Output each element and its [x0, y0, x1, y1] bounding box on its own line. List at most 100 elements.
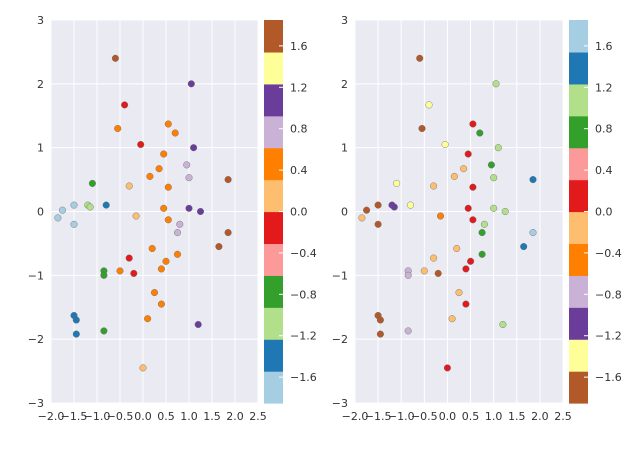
- scatter-point: [150, 289, 158, 297]
- scatter-point: [494, 144, 502, 152]
- scatter-point: [476, 129, 484, 137]
- colorbar-tick-label: 0.8: [595, 123, 613, 136]
- colorbar-tick-label: −0.8: [290, 288, 317, 301]
- scatter-point: [86, 203, 94, 211]
- scatter-point: [114, 124, 122, 132]
- scatter-point: [390, 203, 398, 211]
- scatter-point: [478, 229, 486, 237]
- right-scatter-points: [358, 54, 537, 372]
- scatter-point: [499, 321, 507, 329]
- x-tick-label: 0.0: [439, 410, 457, 423]
- colorbar-segment: [264, 20, 283, 53]
- scatter-point: [54, 214, 62, 222]
- colorbar-segment: [569, 179, 588, 213]
- y-tick-label: 2: [341, 78, 348, 91]
- scatter-point: [194, 321, 202, 329]
- scatter-point: [121, 101, 129, 109]
- scatter-point: [185, 174, 193, 182]
- x-tick-label: −2.0: [342, 410, 369, 423]
- x-tick-label: −1.5: [61, 410, 88, 423]
- right-x-tick-labels: −2.0−1.5−1.0−0.5 0.0 0.5 1.0 1.5 2.0 2.5: [342, 410, 572, 423]
- x-tick-label: 1.5: [203, 410, 221, 423]
- scatter-point: [480, 220, 488, 228]
- scatter-point: [393, 179, 401, 187]
- x-tick-label: 2.0: [226, 410, 244, 423]
- scatter-point: [160, 204, 168, 212]
- colorbar-tick-label: −1.2: [595, 330, 622, 343]
- colorbar-segment: [569, 371, 588, 404]
- scatter-point: [464, 204, 472, 212]
- x-tick-label: −2.0: [38, 410, 65, 423]
- scatter-point: [430, 254, 438, 262]
- scatter-point: [137, 140, 145, 148]
- colorbar-segment: [569, 20, 588, 53]
- scatter-point: [160, 150, 168, 158]
- scatter-point: [462, 300, 470, 308]
- scatter-point: [183, 161, 191, 169]
- scatter-point: [437, 212, 445, 220]
- scatter-point: [157, 265, 165, 273]
- colorbar-tick-label: −1.6: [290, 371, 317, 384]
- scatter-point: [453, 244, 461, 252]
- colorbar-tick-label: 0.0: [595, 206, 613, 219]
- scatter-point: [448, 315, 456, 323]
- colorbar-segment: [569, 115, 588, 149]
- scatter-point: [102, 201, 110, 209]
- colorbar-segment: [264, 83, 283, 117]
- scatter-point: [70, 201, 78, 209]
- x-tick-label: 2.5: [249, 410, 267, 423]
- right-y-tick-labels: −3 −2 −1 0 1 2 3: [332, 14, 348, 410]
- left-y-tick-labels: −3 −2 −1 0 1 2 3: [28, 14, 44, 410]
- x-tick-label: 0.0: [134, 410, 152, 423]
- colorbar-tick-label: 0.4: [290, 164, 308, 177]
- x-tick-label: −1.5: [365, 410, 392, 423]
- scatter-point: [363, 206, 371, 214]
- colorbar-segment: [569, 339, 588, 372]
- colorbar-segment: [264, 147, 283, 181]
- colorbar-tick-label: −1.2: [290, 330, 317, 343]
- colorbar-tick-label: 1.6: [595, 40, 613, 53]
- scatter-point: [157, 300, 165, 308]
- scatter-point: [404, 271, 412, 279]
- colorbar-tick-label: −0.8: [595, 288, 622, 301]
- y-tick-label: 3: [341, 14, 348, 27]
- y-tick-label: −2: [28, 333, 44, 346]
- scatter-point: [59, 206, 67, 214]
- y-tick-label: 0: [341, 206, 348, 219]
- y-tick-label: 0: [37, 206, 44, 219]
- scatter-point: [492, 80, 500, 88]
- colorbar-segment: [569, 307, 588, 340]
- scatter-point: [72, 316, 80, 324]
- scatter-point: [434, 269, 442, 277]
- colorbar-segment: [569, 147, 588, 181]
- colorbar-segment: [264, 51, 283, 85]
- x-tick-label: −1.0: [388, 410, 415, 423]
- colorbar-tick-label: −0.4: [595, 247, 622, 260]
- scatter-point: [100, 327, 108, 335]
- x-tick-label: −1.0: [84, 410, 111, 423]
- colorbar-tick-label: −1.6: [595, 371, 622, 384]
- right-scatter-panel: −2.0−1.5−1.0−0.5 0.0 0.5 1.0 1.5 2.0 2.5 −3−2−…: [332, 14, 572, 423]
- y-tick-label: −1: [28, 269, 44, 282]
- scatter-point: [146, 172, 154, 180]
- y-tick-label: −3: [332, 397, 348, 410]
- x-tick-label: 0.5: [462, 410, 480, 423]
- scatter-point: [100, 271, 108, 279]
- x-tick-label: 2.5: [554, 410, 572, 423]
- scatter-point: [455, 289, 463, 297]
- scatter-point: [144, 315, 152, 323]
- y-tick-label: −2: [332, 333, 348, 346]
- y-tick-label: −3: [28, 397, 44, 410]
- colorbar-segment: [569, 51, 588, 85]
- x-tick-label: −0.5: [107, 410, 134, 423]
- scatter-point: [72, 330, 80, 338]
- scatter-point: [443, 364, 451, 372]
- colorbar-segment: [264, 339, 283, 372]
- scatter-point: [418, 124, 426, 132]
- colorbar-tick-label: 0.0: [290, 206, 308, 219]
- scatter-point: [529, 229, 537, 237]
- right-colorbar-gradient: [569, 20, 588, 404]
- scatter-point: [404, 327, 412, 335]
- scatter-point: [441, 140, 449, 148]
